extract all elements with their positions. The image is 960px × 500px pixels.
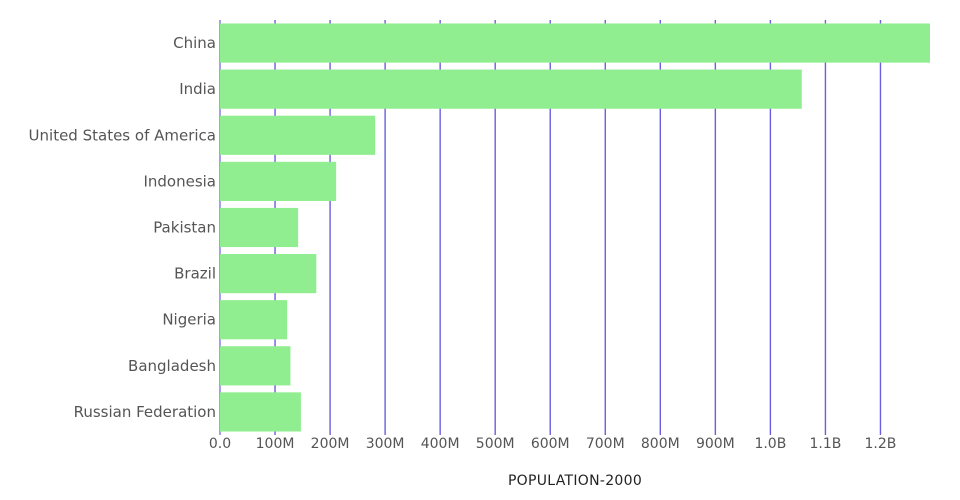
bar — [220, 115, 376, 155]
category-label: Nigeria — [162, 311, 216, 329]
bar — [220, 207, 299, 248]
category-label: India — [179, 80, 216, 98]
bar — [220, 161, 337, 201]
bar — [220, 300, 288, 340]
x-axis-title: POPULATION-2000 — [508, 473, 642, 489]
bar — [220, 254, 317, 294]
category-label: Brazil — [174, 265, 216, 283]
category-label: Pakistan — [153, 219, 216, 237]
x-tick-label: 700M — [586, 436, 625, 452]
category-label: Bangladesh — [128, 357, 216, 375]
x-tick-label: 0.0 — [209, 436, 231, 452]
x-tick-label: 1.1B — [809, 436, 841, 452]
x-tick-label: 200M — [311, 436, 350, 452]
x-tick-label: 1.2B — [865, 436, 897, 452]
bars — [220, 23, 930, 432]
x-tick-label: 400M — [421, 436, 460, 452]
category-label: Russian Federation — [74, 403, 216, 421]
x-tick-label: 100M — [256, 436, 295, 452]
x-tick-label: 500M — [476, 436, 515, 452]
bar — [220, 346, 291, 386]
x-tick-label: 1.0B — [754, 436, 786, 452]
category-label: China — [173, 34, 216, 52]
x-tick-label: 800M — [641, 436, 680, 452]
bar — [220, 392, 301, 432]
bar — [220, 23, 930, 63]
category-label: Indonesia — [143, 172, 216, 190]
x-tick-label: 900M — [696, 436, 735, 452]
category-label: United States of America — [29, 126, 216, 144]
x-tick-labels: 0.0 100M 200M 300M 400M 500M 600M 700M 800M 900M 1… — [209, 436, 897, 452]
x-tick-label: 600M — [531, 436, 570, 452]
category-labels: China India United States of America Indone… — [29, 34, 216, 421]
bar — [220, 69, 802, 109]
x-tick-label: 300M — [366, 436, 405, 452]
